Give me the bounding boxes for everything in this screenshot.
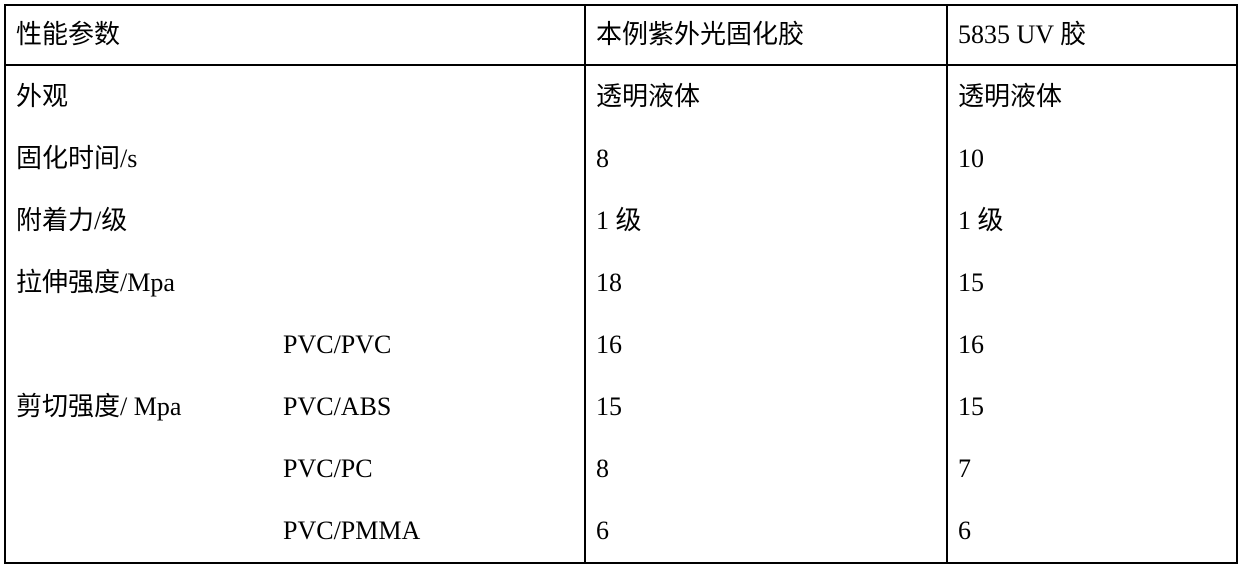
row-label-shear: 剪切强度/ Mpa	[5, 376, 279, 438]
cell-pvcpc-uv: 8	[585, 438, 947, 500]
row-label-tensile: 拉伸强度/Mpa	[5, 252, 585, 314]
row-label-empty	[5, 500, 279, 563]
comparison-table-container: 性能参数 本例紫外光固化胶 5835 UV 胶 外观 透明液体 透明液体 固化时…	[0, 4, 1240, 573]
row-sub-pvcpmma: PVC/PMMA	[279, 500, 585, 563]
cell-curetime-5835: 10	[947, 128, 1237, 190]
cell-tensile-uv: 18	[585, 252, 947, 314]
row-sub-pvcpvc: PVC/PVC	[279, 314, 585, 376]
cell-pvcpc-5835: 7	[947, 438, 1237, 500]
table-row: 剪切强度/ Mpa PVC/ABS 15 15	[5, 376, 1237, 438]
table-row: PVC/PVC 16 16	[5, 314, 1237, 376]
cell-pvcabs-5835: 15	[947, 376, 1237, 438]
cell-curetime-uv: 8	[585, 128, 947, 190]
comparison-table: 性能参数 本例紫外光固化胶 5835 UV 胶 外观 透明液体 透明液体 固化时…	[4, 4, 1238, 564]
row-label-curetime: 固化时间/s	[5, 128, 585, 190]
header-param: 性能参数	[5, 5, 585, 65]
cell-pvcpvc-uv: 16	[585, 314, 947, 376]
cell-appearance-uv: 透明液体	[585, 65, 947, 128]
cell-tensile-5835: 15	[947, 252, 1237, 314]
cell-adhesion-5835: 1 级	[947, 190, 1237, 252]
row-label-appearance: 外观	[5, 65, 585, 128]
cell-pvcabs-uv: 15	[585, 376, 947, 438]
table-row: 拉伸强度/Mpa 18 15	[5, 252, 1237, 314]
row-label-empty	[5, 314, 279, 376]
table-row: PVC/PC 8 7	[5, 438, 1237, 500]
cell-pvcpmma-5835: 6	[947, 500, 1237, 563]
header-5835: 5835 UV 胶	[947, 5, 1237, 65]
table-row: PVC/PMMA 6 6	[5, 500, 1237, 563]
table-row: 固化时间/s 8 10	[5, 128, 1237, 190]
cell-adhesion-uv: 1 级	[585, 190, 947, 252]
row-sub-pvcpc: PVC/PC	[279, 438, 585, 500]
cell-pvcpvc-5835: 16	[947, 314, 1237, 376]
row-label-empty	[5, 438, 279, 500]
row-sub-pvcabs: PVC/ABS	[279, 376, 585, 438]
table-row: 外观 透明液体 透明液体	[5, 65, 1237, 128]
table-row: 附着力/级 1 级 1 级	[5, 190, 1237, 252]
row-label-adhesion: 附着力/级	[5, 190, 585, 252]
header-uv: 本例紫外光固化胶	[585, 5, 947, 65]
cell-pvcpmma-uv: 6	[585, 500, 947, 563]
cell-appearance-5835: 透明液体	[947, 65, 1237, 128]
table-header-row: 性能参数 本例紫外光固化胶 5835 UV 胶	[5, 5, 1237, 65]
